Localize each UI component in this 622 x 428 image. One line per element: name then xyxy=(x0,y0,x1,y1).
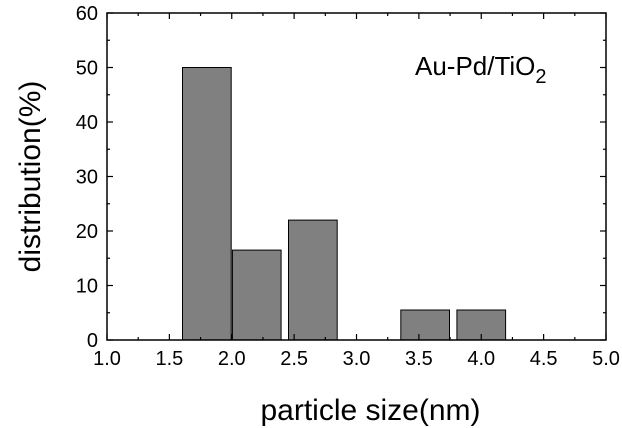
y-tick-label: 10 xyxy=(76,276,98,298)
y-tick-label: 60 xyxy=(76,3,98,25)
x-tick-label: 2.5 xyxy=(280,348,308,370)
y-tick-label: 50 xyxy=(76,58,98,80)
x-tick-labels: 1.0 1.5 2.0 2.5 3.0 3.5 4.0 4.5 5.0 xyxy=(93,348,620,370)
x-tick-label: 2.0 xyxy=(218,348,246,370)
x-axis-title: particle size(nm) xyxy=(260,394,480,427)
bar xyxy=(231,249,282,341)
x-tick-label: 4.5 xyxy=(530,348,558,370)
y-tick-label: 40 xyxy=(76,112,98,134)
bar xyxy=(400,309,450,341)
annotation-subscript: 2 xyxy=(535,66,546,88)
x-tick-label: 3.5 xyxy=(405,348,433,370)
ticks-group xyxy=(106,12,607,341)
y-axis-title: distribution(%) xyxy=(14,81,47,273)
sample-annotation: Au-Pd/TiO2 xyxy=(415,51,547,88)
bar xyxy=(182,67,232,341)
y-tick-label: 0 xyxy=(87,330,98,352)
x-tick-label: 5.0 xyxy=(592,348,620,370)
x-tick-label: 1.5 xyxy=(155,348,183,370)
y-tick-label: 20 xyxy=(76,221,98,243)
bar xyxy=(288,219,338,341)
x-tick-label: 3.0 xyxy=(343,348,371,370)
annotation-main: Au-Pd/TiO xyxy=(415,51,535,81)
x-tick-label: 4.0 xyxy=(467,348,495,370)
bars-group xyxy=(182,67,507,341)
y-tick-labels: 0 10 20 30 40 50 60 xyxy=(76,3,98,352)
y-tick-label: 30 xyxy=(76,167,98,189)
x-tick-label: 1.0 xyxy=(93,348,121,370)
